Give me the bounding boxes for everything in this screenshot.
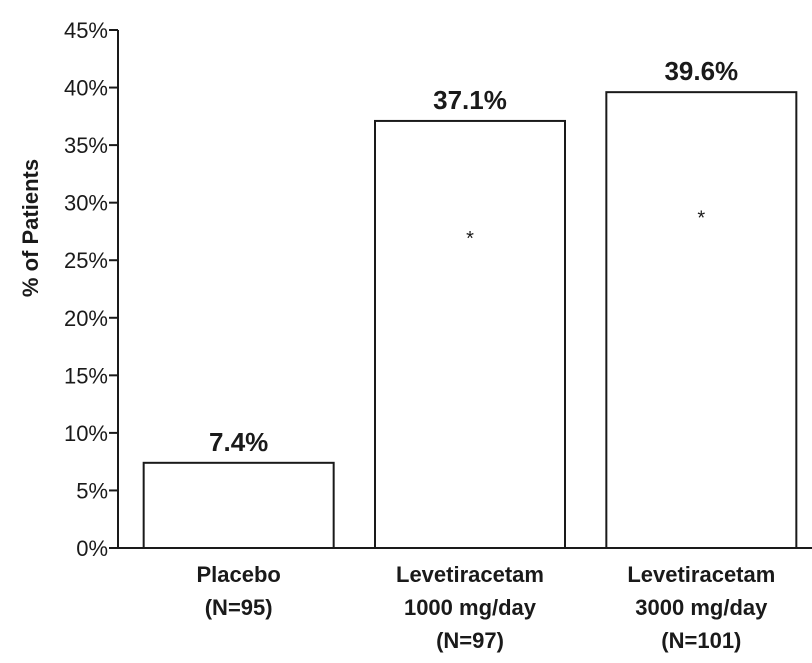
bars: 7.4% 37.1% * 39.6% *	[142, 56, 798, 549]
data-label: 7.4%	[209, 427, 268, 457]
category-label: Levetiracetam 1000 mg/day (N=97)	[396, 562, 544, 653]
significance-marker: *	[697, 207, 705, 229]
category-label: Placebo (N=95)	[196, 562, 280, 620]
y-tick-label: 25%	[64, 248, 108, 273]
category-label-line: Levetiracetam	[396, 562, 544, 587]
data-label: 39.6%	[664, 56, 738, 86]
category-label-line: Levetiracetam	[627, 562, 775, 587]
category-label-line: (N=101)	[661, 628, 741, 653]
category-label-line: 1000 mg/day	[404, 595, 537, 620]
y-tick-label: 40%	[64, 76, 108, 101]
bar	[605, 91, 798, 549]
y-tick-label: 15%	[64, 363, 108, 388]
category-label: Levetiracetam 3000 mg/day (N=101)	[627, 562, 775, 653]
x-axis: Placebo (N=95) Levetiracetam 1000 mg/day (N=…	[118, 547, 812, 653]
y-tick-label: 10%	[64, 421, 108, 446]
y-tick-label: 20%	[64, 306, 108, 331]
significance-marker: *	[466, 228, 474, 250]
y-axis: 0% 5% 10% 15% 20% 25% 30% 35% 40% 45%	[64, 18, 119, 561]
category-label-line: (N=97)	[436, 628, 504, 653]
category-label-line: (N=95)	[205, 595, 273, 620]
data-label: 37.1%	[433, 85, 507, 115]
y-tick-label: 35%	[64, 133, 108, 158]
y-tick-label: 30%	[64, 191, 108, 216]
category-label-line: Placebo	[196, 562, 280, 587]
y-tick-label: 45%	[64, 18, 108, 43]
bar	[142, 461, 335, 549]
y-tick-label: 5%	[76, 478, 108, 503]
category-label-line: 3000 mg/day	[635, 595, 768, 620]
y-axis-title: % of Patients	[18, 159, 43, 297]
bar	[374, 119, 566, 549]
y-tick-label: 0%	[76, 536, 108, 561]
